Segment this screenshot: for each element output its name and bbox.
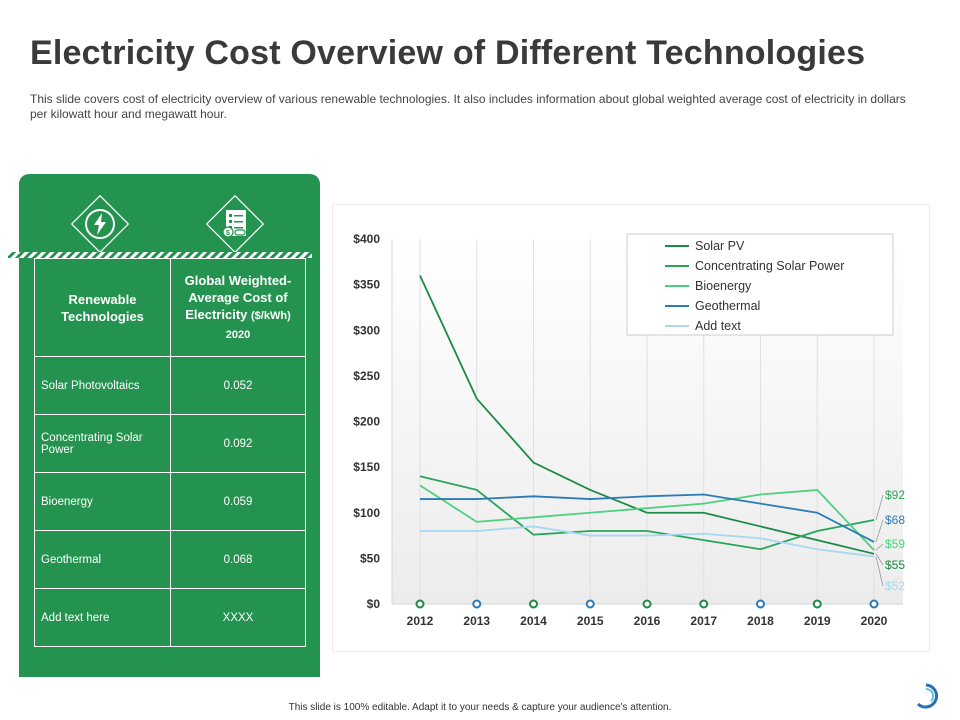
y-tick-label: $50 [360, 551, 380, 565]
end-label-leader [875, 519, 884, 543]
row-tech: Geothermal [34, 530, 171, 589]
x-axis-marker [585, 599, 595, 609]
table-row: Geothermal 0.068 [34, 530, 306, 589]
end-value-label: $68 [885, 513, 905, 527]
y-tick-label: $400 [353, 232, 380, 246]
x-tick-label: 2018 [747, 614, 774, 628]
x-tick-label: 2017 [690, 614, 717, 628]
y-tick-label: $150 [353, 460, 380, 474]
x-tick-label: 2020 [861, 614, 888, 628]
energy-bolt-icon [68, 192, 132, 256]
legend-label: Concentrating Solar Power [695, 259, 844, 273]
header-cost-year: 2020 [225, 328, 251, 341]
row-value: 0.068 [170, 530, 306, 589]
row-tech: Solar Photovoltaics [34, 356, 171, 415]
page-subtitle: This slide covers cost of electricity ov… [30, 92, 906, 121]
y-tick-label: $300 [353, 323, 380, 337]
brand-logo-icon [912, 682, 940, 710]
series-line [420, 525, 875, 558]
end-value-label: $55 [885, 558, 905, 572]
x-tick-label: 2019 [804, 614, 831, 628]
x-tick-label: 2012 [407, 614, 434, 628]
series-line [420, 493, 875, 543]
cost-line-chart: $0 $50 $100 $150 $200 $250 $300 $350 $400 2012 201… [353, 232, 905, 628]
y-tick-label: $0 [367, 597, 381, 611]
panel-stripe-divider [8, 252, 312, 258]
x-axis-marker [529, 599, 538, 609]
end-label-leader [875, 543, 884, 551]
table-row: Concentrating Solar Power 0.092 [34, 414, 306, 473]
end-label-leader [875, 553, 884, 566]
x-tick-label: 2013 [463, 614, 490, 628]
table-row: Solar Photovoltaics 0.052 [34, 356, 306, 415]
header-cost-unit: ($/kWh) [251, 309, 291, 322]
y-tick-label: $250 [353, 369, 380, 383]
svg-text:$: $ [226, 230, 230, 237]
x-axis-marker [756, 599, 765, 609]
page-title: Electricity Cost Overview of Different T… [30, 34, 866, 72]
table-row: Add text here XXXX [34, 588, 306, 647]
header-renewable-technologies: Renewable Technologies [34, 258, 171, 357]
x-tick-label: 2016 [634, 614, 661, 628]
row-tech: Bioenergy [34, 472, 171, 531]
x-axis-marker [699, 599, 709, 609]
x-axis-marker [812, 599, 822, 609]
y-tick-label: $100 [353, 506, 380, 520]
cost-document-icon: $ [203, 192, 267, 256]
chart-legend [626, 233, 894, 336]
legend-label: Geothermal [695, 299, 760, 313]
table-row: Bioenergy 0.059 [34, 472, 306, 531]
end-value-label: $92 [885, 488, 905, 502]
end-label-leader [875, 494, 884, 521]
end-value-label: $52 [885, 579, 905, 593]
row-value: 0.052 [170, 356, 306, 415]
x-tick-label: 2014 [520, 614, 547, 628]
legend-label: Bioenergy [695, 279, 752, 293]
series-line [419, 275, 875, 555]
legend-label: Add text [695, 319, 741, 333]
row-value: 0.059 [170, 472, 306, 531]
x-axis-marker [415, 599, 425, 609]
x-axis-marker [472, 599, 482, 609]
x-tick-label: 2015 [577, 614, 604, 628]
row-tech: Add text here [34, 588, 171, 647]
row-value: 0.092 [170, 414, 306, 473]
x-axis-marker [642, 599, 652, 609]
header-cost-label: Global Weighted-Average Cost of Electric… [184, 272, 292, 322]
x-axis-marker [869, 599, 879, 609]
y-tick-label: $350 [353, 278, 380, 292]
series-line [419, 484, 875, 551]
footer-note: This slide is 100% editable. Adapt it to… [288, 702, 672, 713]
row-value: XXXX [170, 588, 306, 647]
end-label-leader [875, 556, 884, 587]
technology-cost-table: Renewable Technologies Global Weighted-A… [34, 258, 306, 647]
header-weighted-average-cost: Global Weighted-Average Cost of Electric… [170, 258, 306, 357]
y-tick-label: $200 [353, 415, 380, 429]
end-value-label: $59 [885, 537, 905, 551]
row-tech: Concentrating Solar Power [34, 414, 171, 473]
series-line [419, 475, 875, 551]
legend-label: Solar PV [695, 239, 745, 253]
chart-container: $0 $50 $100 $150 $200 $250 $300 $350 $400 2012 201… [332, 204, 930, 652]
